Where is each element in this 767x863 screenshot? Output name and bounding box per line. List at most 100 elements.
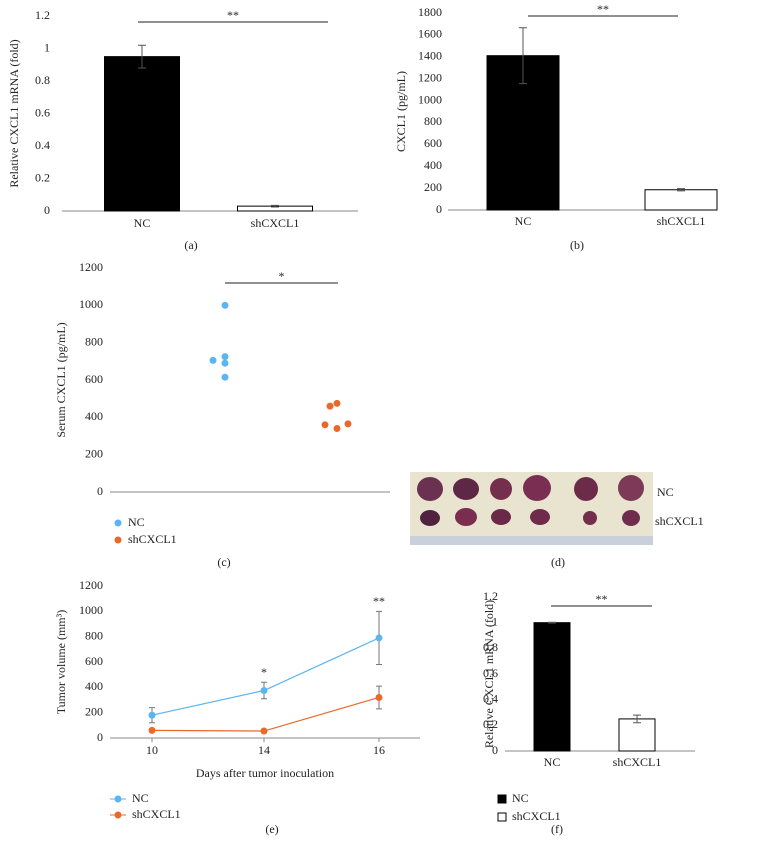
x-tick-label: NC: [134, 216, 151, 230]
y-axis-label: Relative CXCL1 mRNA (fold): [7, 39, 21, 187]
significance-mark: **: [373, 594, 385, 608]
panel-label: (d): [551, 555, 565, 569]
tumor: [490, 478, 512, 500]
y-tick-label: 0: [97, 484, 103, 498]
tumor: [455, 508, 477, 526]
y-tick-label: 200: [424, 180, 442, 194]
data-point: [221, 353, 229, 361]
y-tick-label: 0: [492, 743, 498, 757]
x-tick-label: 10: [146, 743, 158, 757]
legend-label: shCXCL1: [128, 532, 177, 546]
x-tick-label: shCXCL1: [251, 216, 300, 230]
data-point: [148, 711, 156, 719]
significance-mark: **: [597, 2, 609, 16]
y-tick-label: 1.2: [483, 589, 498, 603]
error-bar: [677, 188, 685, 192]
legend-label: NC: [128, 515, 145, 529]
y-tick-label: 0: [97, 730, 103, 744]
y-tick-label: 200: [85, 704, 103, 718]
significance-mark: **: [596, 592, 608, 606]
tumor: [622, 510, 640, 526]
data-point: [221, 373, 229, 381]
y-tick-label: 1000: [79, 297, 103, 311]
y-tick-label: 600: [424, 136, 442, 150]
legend-label: shCXCL1: [512, 809, 561, 823]
y-tick-label: 400: [424, 158, 442, 172]
y-tick-label: 0.6: [35, 105, 50, 119]
tumor: [574, 477, 598, 501]
panel-label: (c): [217, 555, 230, 569]
y-tick-label: 1200: [79, 578, 103, 592]
y-tick-label: 0.4: [483, 691, 498, 705]
x-tick-label: shCXCL1: [613, 755, 662, 769]
panel-label: (a): [184, 238, 197, 252]
y-axis-label: Serum CXCL1 (pg/mL): [54, 322, 68, 437]
data-point: [260, 687, 268, 694]
legend-label: NC: [512, 791, 529, 805]
y-tick-label: 1200: [79, 260, 103, 274]
bar: [644, 189, 718, 211]
tumor: [417, 477, 443, 501]
legend-marker: [114, 795, 122, 803]
tumor: [453, 478, 479, 500]
tumor: [530, 509, 550, 525]
y-tick-label: 1000: [418, 92, 442, 106]
legend-label: NC: [132, 791, 149, 805]
x-tick-label: 16: [373, 743, 385, 757]
bar: [104, 56, 180, 212]
data-point: [221, 359, 229, 367]
legend-swatch: [497, 812, 507, 822]
data-point: [333, 425, 341, 433]
x-axis-label: Days after tumor inoculation: [196, 766, 334, 780]
data-point: [333, 399, 341, 407]
y-axis-label: CXCL1 (pg/mL): [394, 71, 408, 152]
significance-mark: *: [261, 665, 267, 679]
legend-label: shCXCL1: [132, 807, 181, 821]
photo-row-label: shCXCL1: [655, 514, 704, 528]
data-point: [375, 693, 383, 701]
y-tick-label: 0.4: [35, 138, 50, 152]
data-point: [209, 356, 217, 364]
y-tick-label: 0: [436, 202, 442, 216]
y-tick-label: 0: [44, 203, 50, 217]
y-tick-label: 400: [85, 679, 103, 693]
significance-mark: **: [227, 8, 239, 22]
y-tick-label: 1: [492, 614, 498, 628]
legend-marker: [114, 536, 122, 544]
significance-mark: *: [279, 269, 285, 283]
panel-label: (e): [265, 822, 278, 836]
tumor: [491, 509, 511, 525]
data-point: [344, 420, 352, 428]
bar: [533, 622, 571, 752]
y-tick-label: 1800: [418, 5, 442, 19]
data-point: [260, 727, 268, 735]
y-tick-label: 600: [85, 372, 103, 386]
error-bar: [548, 621, 556, 624]
tumor: [618, 475, 644, 501]
y-tick-label: 200: [85, 446, 103, 460]
error-bar: [138, 44, 146, 69]
y-tick-label: 1.2: [35, 8, 50, 22]
data-point: [148, 726, 156, 734]
y-tick-label: 1: [44, 40, 50, 54]
y-tick-label: 0.6: [483, 666, 498, 680]
y-tick-label: 0.2: [35, 170, 50, 184]
panel-label: (f): [551, 822, 563, 836]
y-axis-label: Tumor volume (mm³): [54, 610, 68, 715]
x-tick-label: shCXCL1: [657, 214, 706, 228]
y-tick-label: 1000: [79, 603, 103, 617]
tumor: [523, 475, 551, 501]
data-point: [321, 421, 329, 429]
panel-label: (b): [570, 238, 584, 252]
y-tick-label: 0.8: [35, 73, 50, 87]
legend-swatch: [497, 794, 507, 804]
legend-marker: [114, 811, 122, 819]
x-tick-label: NC: [544, 755, 561, 769]
tumor-photo: NC shCXCL1 (d): [410, 472, 704, 569]
series-line: [151, 696, 380, 732]
tumor: [420, 510, 440, 526]
legend-marker: [114, 519, 122, 527]
y-tick-label: 400: [85, 409, 103, 423]
photo-row-label: NC: [657, 485, 674, 499]
